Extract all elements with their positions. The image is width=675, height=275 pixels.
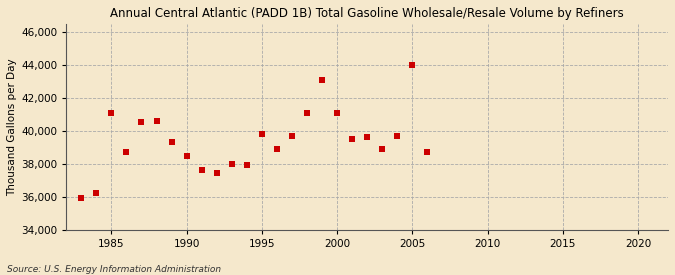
- Title: Annual Central Atlantic (PADD 1B) Total Gasoline Wholesale/Resale Volume by Refi: Annual Central Atlantic (PADD 1B) Total …: [110, 7, 624, 20]
- Point: [392, 134, 403, 138]
- Point: [317, 78, 327, 82]
- Point: [347, 137, 358, 141]
- Text: Source: U.S. Energy Information Administration: Source: U.S. Energy Information Administ…: [7, 265, 221, 274]
- Point: [196, 168, 207, 173]
- Point: [166, 140, 177, 145]
- Point: [407, 63, 418, 67]
- Point: [331, 111, 342, 115]
- Point: [256, 132, 267, 136]
- Point: [271, 147, 282, 151]
- Point: [151, 119, 162, 123]
- Point: [181, 153, 192, 158]
- Point: [362, 134, 373, 139]
- Point: [242, 163, 252, 167]
- Y-axis label: Thousand Gallons per Day: Thousand Gallons per Day: [7, 58, 17, 196]
- Point: [226, 162, 237, 166]
- Point: [136, 120, 147, 124]
- Point: [302, 111, 313, 115]
- Point: [91, 191, 102, 195]
- Point: [211, 171, 222, 175]
- Point: [76, 196, 86, 200]
- Point: [106, 111, 117, 115]
- Point: [422, 150, 433, 155]
- Point: [121, 150, 132, 155]
- Point: [286, 134, 297, 138]
- Point: [377, 147, 387, 151]
